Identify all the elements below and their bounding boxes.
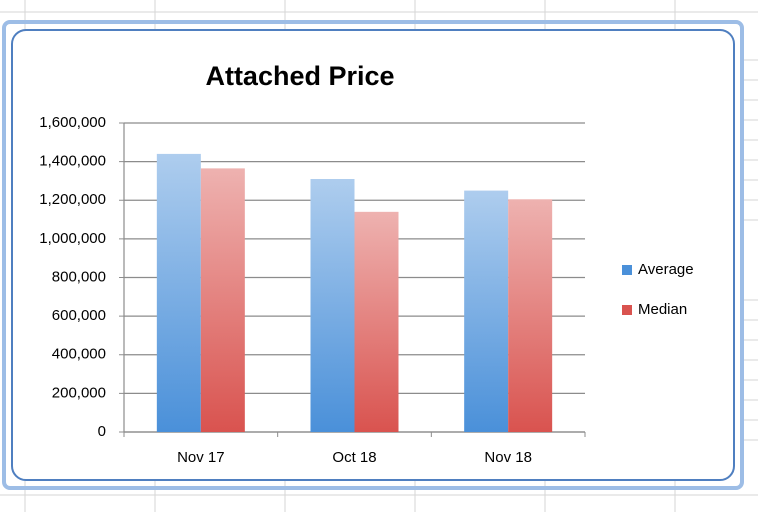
y-tick-label: 200,000 [52,384,106,401]
y-tick-label: 1,400,000 [39,153,106,170]
y-tick-label: 0 [98,423,106,440]
x-tick-label: Oct 18 [332,449,376,466]
y-tick-label: 1,200,000 [39,191,106,208]
bar [354,211,399,432]
bar [508,199,553,432]
legend-label: Median [638,301,687,318]
selection-border [2,20,744,490]
legend-label: Average [638,261,694,278]
bar [464,190,509,432]
chart-title: Attached Price [205,61,394,91]
y-tick-label: 1,600,000 [39,114,106,131]
y-tick-label: 400,000 [52,346,106,363]
legend-swatch [622,265,632,275]
y-tick-label: 800,000 [52,268,106,285]
legend-swatch [622,305,632,315]
bar [156,153,201,432]
x-tick-label: Nov 17 [177,449,225,466]
bar [310,179,355,432]
y-tick-label: 600,000 [52,307,106,324]
y-tick-label: 1,000,000 [39,230,106,247]
bar [200,168,245,432]
x-tick-label: Nov 18 [484,449,532,466]
